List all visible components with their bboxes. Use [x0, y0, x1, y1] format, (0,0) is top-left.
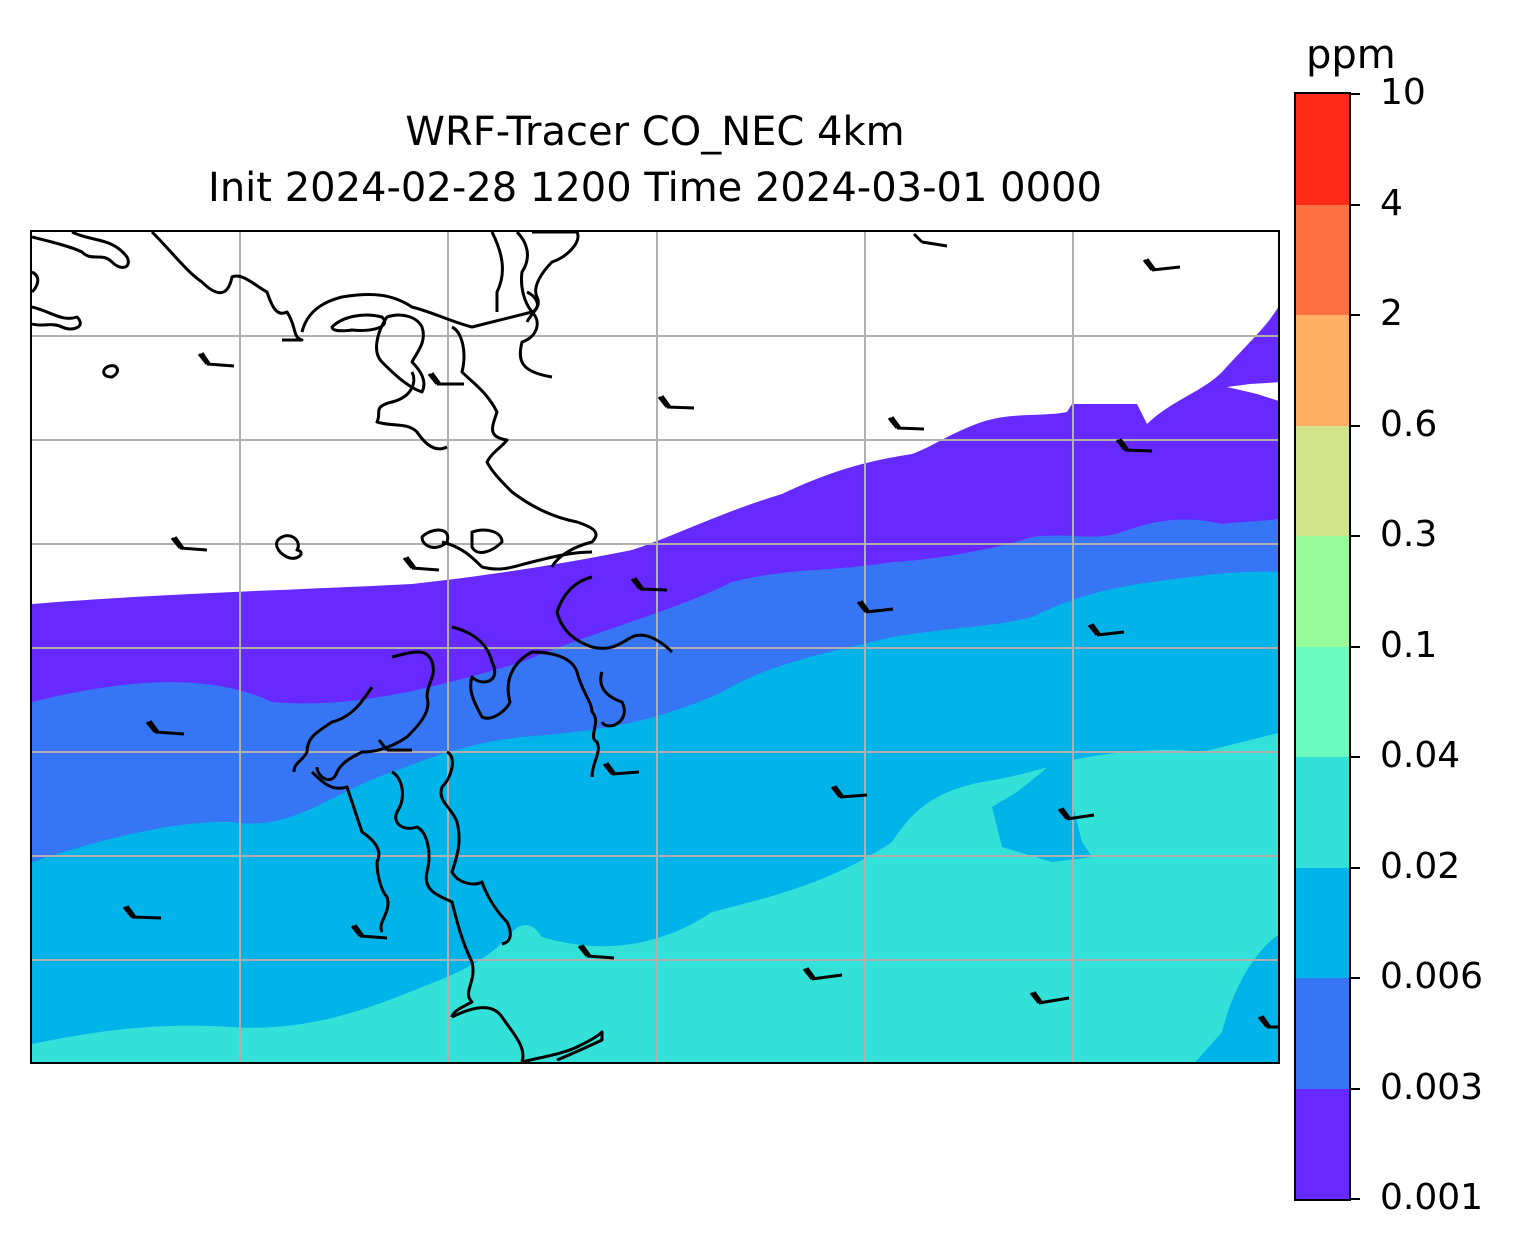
white-patch: [1227, 382, 1278, 401]
colorbar-tick-label: 2: [1380, 293, 1403, 334]
colorbar-tick: [1351, 756, 1360, 758]
colorbar-tick-label: 0.006: [1380, 956, 1484, 997]
plot-title-line-1: WRF-Tracer CO_NEC 4km: [405, 109, 905, 155]
colorbar-segment: [1296, 1088, 1349, 1199]
coastline: [32, 232, 674, 1062]
colorbar-tick-label: 0.001: [1380, 1177, 1484, 1218]
colorbar-tick-label: 0.02: [1380, 845, 1461, 887]
map-panel: [30, 230, 1280, 1064]
colorbar-segment: [1296, 867, 1349, 978]
colorbar-tick-label: 0.1: [1380, 624, 1438, 666]
colorbar-tick: [1351, 1198, 1360, 1200]
colorbar-tick-label: 0.6: [1380, 403, 1438, 445]
colorbar-segment: [1296, 646, 1349, 757]
colorbar-segment: [1296, 425, 1349, 536]
colorbar-tick: [1351, 424, 1360, 427]
contour-0.006-pocket: [992, 752, 1092, 862]
colorbar-tick: [1351, 203, 1360, 206]
colorbar: [1294, 92, 1351, 1201]
colorbar-tick: [1351, 645, 1360, 648]
colorbar-segment: [1296, 93, 1349, 205]
colorbar-tick: [1351, 535, 1360, 537]
colorbar-segment: [1296, 756, 1349, 868]
colorbar-tick: [1351, 977, 1360, 979]
plot-title-line-2: Init 2024-02-28 1200 Time 2024-03-01 000…: [208, 165, 1102, 211]
colorbar-tick-label: 4: [1380, 182, 1403, 224]
colorbar-tick: [1351, 93, 1360, 95]
colorbar-segment: [1296, 314, 1349, 426]
wind-barbs: [122, 232, 1278, 1029]
colorbar-tick-label: 0.003: [1380, 1066, 1484, 1108]
colorbar-segment: [1296, 204, 1349, 315]
colorbar-units-label: ppm: [1306, 32, 1396, 78]
colorbar-segment: [1296, 977, 1349, 1089]
colorbar-tick: [1351, 1087, 1360, 1090]
map-gridlines: [32, 232, 1278, 1062]
colorbar-tick-label: 0.04: [1380, 735, 1461, 776]
colorbar-tick-label: 0.3: [1380, 514, 1438, 555]
colorbar-segment: [1296, 535, 1349, 647]
colorbar-tick: [1351, 314, 1360, 316]
colorbar-tick-label: 10: [1380, 72, 1426, 113]
colorbar-tick: [1351, 866, 1360, 869]
contour-0.02-band: [32, 733, 1278, 1062]
